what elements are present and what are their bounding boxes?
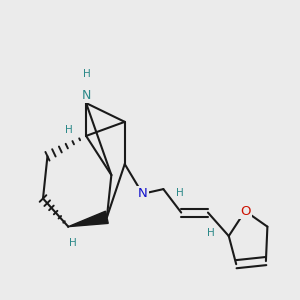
Text: O: O [240, 205, 250, 218]
Text: N: N [81, 88, 91, 101]
Text: H: H [83, 69, 91, 79]
Polygon shape [68, 211, 108, 227]
Text: H: H [207, 228, 215, 238]
Text: H: H [69, 238, 76, 248]
Text: H: H [65, 125, 73, 135]
Text: N: N [138, 187, 147, 200]
Text: H: H [176, 188, 184, 198]
